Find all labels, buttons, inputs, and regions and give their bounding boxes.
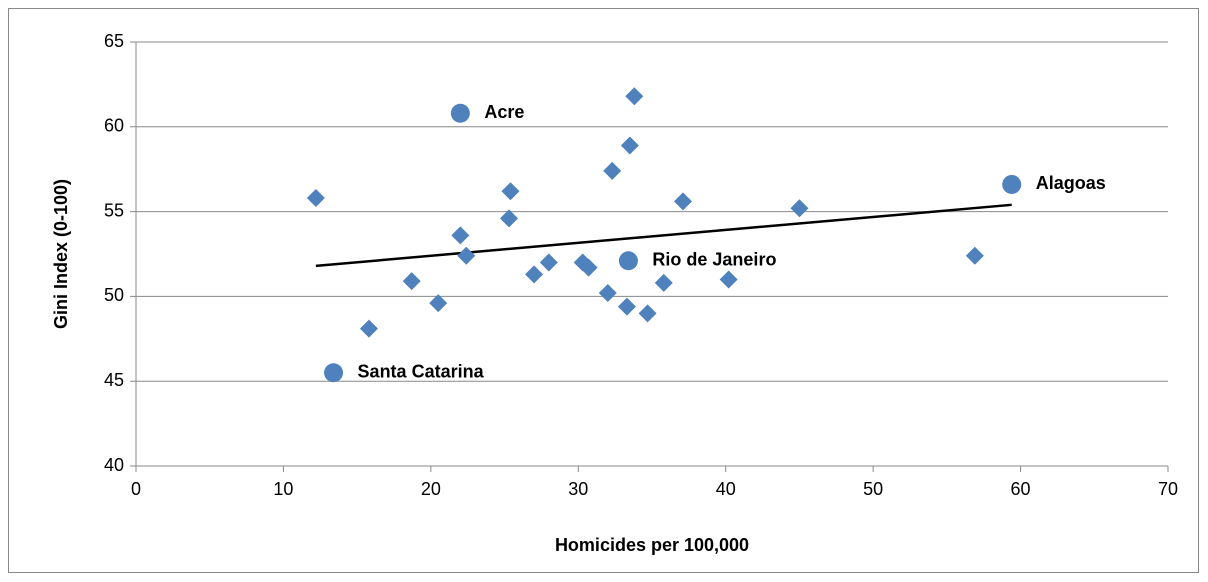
point <box>359 319 378 338</box>
trendline <box>315 203 1012 268</box>
point-label: Acre <box>484 102 524 122</box>
point-label: Santa Catarina <box>358 361 485 381</box>
point <box>499 209 518 228</box>
point <box>617 297 636 316</box>
point <box>1002 174 1022 194</box>
point <box>673 192 692 211</box>
x-tick-label: 10 <box>273 479 293 499</box>
point-label: Alagoas <box>1036 173 1106 193</box>
y-tick-label: 60 <box>104 116 124 136</box>
point <box>525 265 544 284</box>
y-tick-label: 45 <box>104 370 124 390</box>
x-tick-label: 60 <box>1011 479 1031 499</box>
x-tick-label: 0 <box>131 479 141 499</box>
x-tick-label: 50 <box>863 479 883 499</box>
point <box>603 161 622 180</box>
point <box>654 273 673 292</box>
point <box>579 258 598 277</box>
point <box>965 246 984 265</box>
point <box>539 253 558 272</box>
point <box>306 189 325 208</box>
point <box>429 294 448 313</box>
x-tick-label: 20 <box>421 479 441 499</box>
point <box>501 182 520 201</box>
point <box>638 304 657 323</box>
point <box>450 103 470 123</box>
x-tick-label: 40 <box>716 479 736 499</box>
point <box>451 226 470 245</box>
y-tick-label: 40 <box>104 455 124 475</box>
point <box>719 270 738 289</box>
x-axis-title: Homicides per 100,000 <box>555 535 749 555</box>
x-tick-label: 70 <box>1158 479 1178 499</box>
point <box>620 136 639 155</box>
point <box>457 246 476 265</box>
x-tick-label: 30 <box>568 479 588 499</box>
point <box>790 199 809 218</box>
point <box>625 87 644 106</box>
point <box>618 251 638 271</box>
point <box>598 284 617 303</box>
y-tick-label: 65 <box>104 31 124 51</box>
point <box>324 363 344 383</box>
point <box>402 272 421 291</box>
point-label: Rio de Janeiro <box>652 250 776 270</box>
y-tick-label: 50 <box>104 285 124 305</box>
y-tick-label: 55 <box>104 200 124 220</box>
y-axis-title: Gini Index (0-100) <box>51 179 71 329</box>
